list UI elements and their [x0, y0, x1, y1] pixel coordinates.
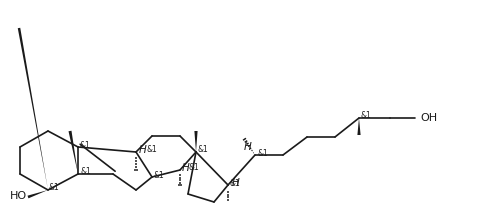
- Polygon shape: [28, 190, 48, 198]
- Text: H: H: [182, 163, 190, 173]
- Text: &1: &1: [188, 164, 199, 173]
- Text: &1: &1: [197, 146, 208, 154]
- Text: &1: &1: [360, 111, 371, 121]
- Polygon shape: [357, 118, 361, 135]
- Text: H: H: [139, 145, 147, 155]
- Polygon shape: [18, 28, 48, 190]
- Text: &1: &1: [229, 178, 240, 187]
- Text: &1: &1: [80, 167, 91, 176]
- Text: H: H: [232, 178, 240, 188]
- Text: &1: &1: [153, 170, 164, 179]
- Text: &1: &1: [146, 146, 157, 154]
- Text: OH: OH: [420, 113, 437, 123]
- Text: &1: &1: [79, 140, 90, 149]
- Polygon shape: [69, 131, 78, 174]
- Text: H: H: [244, 142, 252, 152]
- Text: &1: &1: [48, 184, 59, 192]
- Text: &1: &1: [257, 149, 268, 157]
- Polygon shape: [194, 131, 198, 152]
- Text: HO: HO: [10, 191, 27, 201]
